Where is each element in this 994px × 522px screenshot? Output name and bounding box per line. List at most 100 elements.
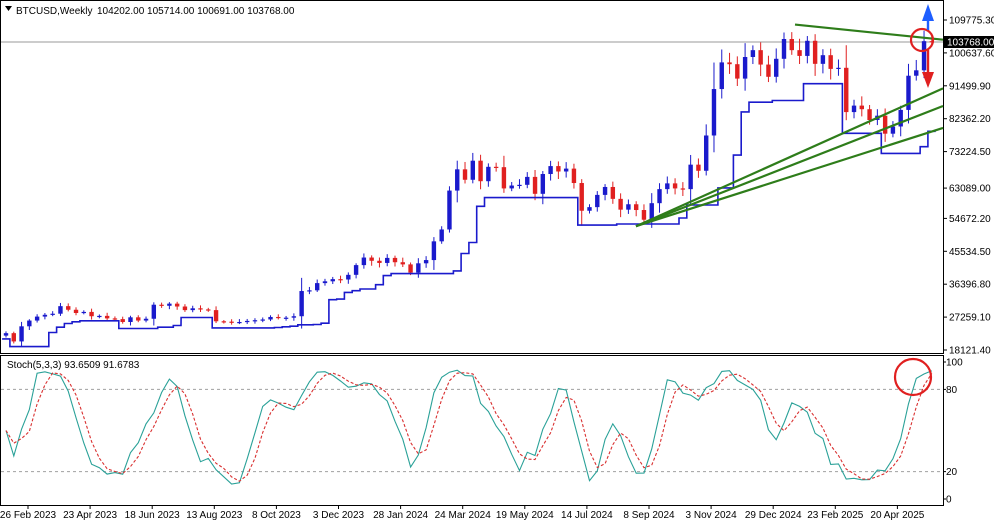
candle-body [89,311,94,317]
trailing-stop-line [2,82,936,348]
candle-body [361,257,367,266]
candles [3,30,935,347]
candle-body [844,67,849,113]
price-label: 18121.40 [949,346,991,357]
price-label: 54672.20 [949,214,991,225]
candle-body [66,306,71,310]
candle-body [112,318,118,320]
candle-body [19,326,24,342]
trendlines [635,4,944,228]
resistance-trendline [794,23,944,41]
candle-body [283,317,289,319]
time-label: 23 Feb 2025 [807,510,864,521]
candle-body [143,318,149,321]
candle-body [595,194,600,208]
candle-body [174,303,180,307]
time-label: 23 Apr 2023 [63,510,117,521]
time-axis: 26 Feb 2023 23 Apr 2023 18 Jun 2023 13 Aug … [0,505,925,521]
candle-body [867,109,872,121]
candle-body [688,164,693,190]
candle-body [470,160,475,180]
candle-body [276,316,281,319]
candle-body [120,319,125,322]
stoch-panel-frame [0,355,944,506]
arrow-down-icon [922,72,934,88]
time-label: 18 Jun 2023 [125,510,180,521]
candle-body [727,62,732,65]
symbol-label: BTCUSD,Weekly [16,6,93,17]
candle-body [104,315,110,319]
candle-body [42,314,48,317]
stoch-scale-label: 20 [946,467,958,478]
candle-body [719,62,724,90]
candle-body [3,333,9,336]
support-trendline-lower [635,126,944,228]
arrow-up-icon [922,4,934,21]
svg-text:Stoch(5,3,3) 93.6509 91.6783: Stoch(5,3,3) 93.6509 91.6783 [7,360,140,371]
candle-body [353,265,359,275]
candle-body [758,50,763,65]
time-label: 29 Dec 2024 [745,510,802,521]
chart-menu-icon[interactable] [5,6,12,11]
candle-body [906,75,911,110]
stoch-scale-label: 100 [946,358,963,369]
candle-body [571,168,577,184]
candle-body [493,166,499,169]
candle-body [618,198,623,210]
candle-body [696,164,701,171]
stoch-panel: 100 80 20 0 [1,358,963,506]
candle-body [750,50,756,57]
time-label: 14 Jul 2024 [561,510,613,521]
candle-body [431,241,437,261]
price-axis: 109775.30 100637.60 91499.90 82362.20 73224.… [943,16,994,357]
candle-body [385,257,390,263]
candle-body [136,317,141,321]
candle-body [540,174,546,194]
current-price-badge [944,36,994,48]
candle-body [890,126,896,134]
time-label: 3 Nov 2024 [686,510,738,521]
time-label: 13 Aug 2023 [186,510,243,521]
time-label: 24 Mar 2024 [435,510,492,521]
candle-body [610,186,616,199]
candle-body [237,321,242,324]
candle-body [11,333,16,342]
candle-body [213,310,219,322]
candle-body [198,308,203,310]
candle-body [820,55,826,64]
candle-body [182,306,188,311]
candle-body [898,109,903,127]
svg-text:BTCUSD,Weekly: BTCUSD,Weekly [16,6,93,17]
stoch-main-line [5,369,933,485]
candle-body [478,160,483,182]
candle-body [828,55,833,69]
candle-body [579,183,584,211]
candle-body [851,105,857,113]
price-label: 82362.20 [949,114,991,125]
candle-body [97,315,102,318]
candle-body [447,190,452,230]
candle-body [633,204,639,211]
candle-body [455,169,460,191]
candle-body [439,229,444,242]
candle-body [789,38,794,51]
candle-body [501,167,507,189]
stoch-overbought-circle [893,357,933,397]
price-label: 91499.90 [949,81,991,92]
candle-body [766,64,771,77]
candle-body [252,320,258,322]
candle-body [346,274,351,280]
candle-body [330,279,335,282]
time-label: 3 Dec 2023 [313,510,365,521]
main-panel-frame [0,0,944,354]
candle-body [563,168,569,172]
candle-body [532,176,538,194]
candle-body [781,38,787,59]
candle-body [649,203,654,220]
candle-body [859,105,864,110]
candle-body [525,176,530,185]
candle-body [260,319,265,321]
time-label: 26 Feb 2023 [0,510,57,521]
candle-body [509,185,514,189]
candle-body [291,316,297,318]
